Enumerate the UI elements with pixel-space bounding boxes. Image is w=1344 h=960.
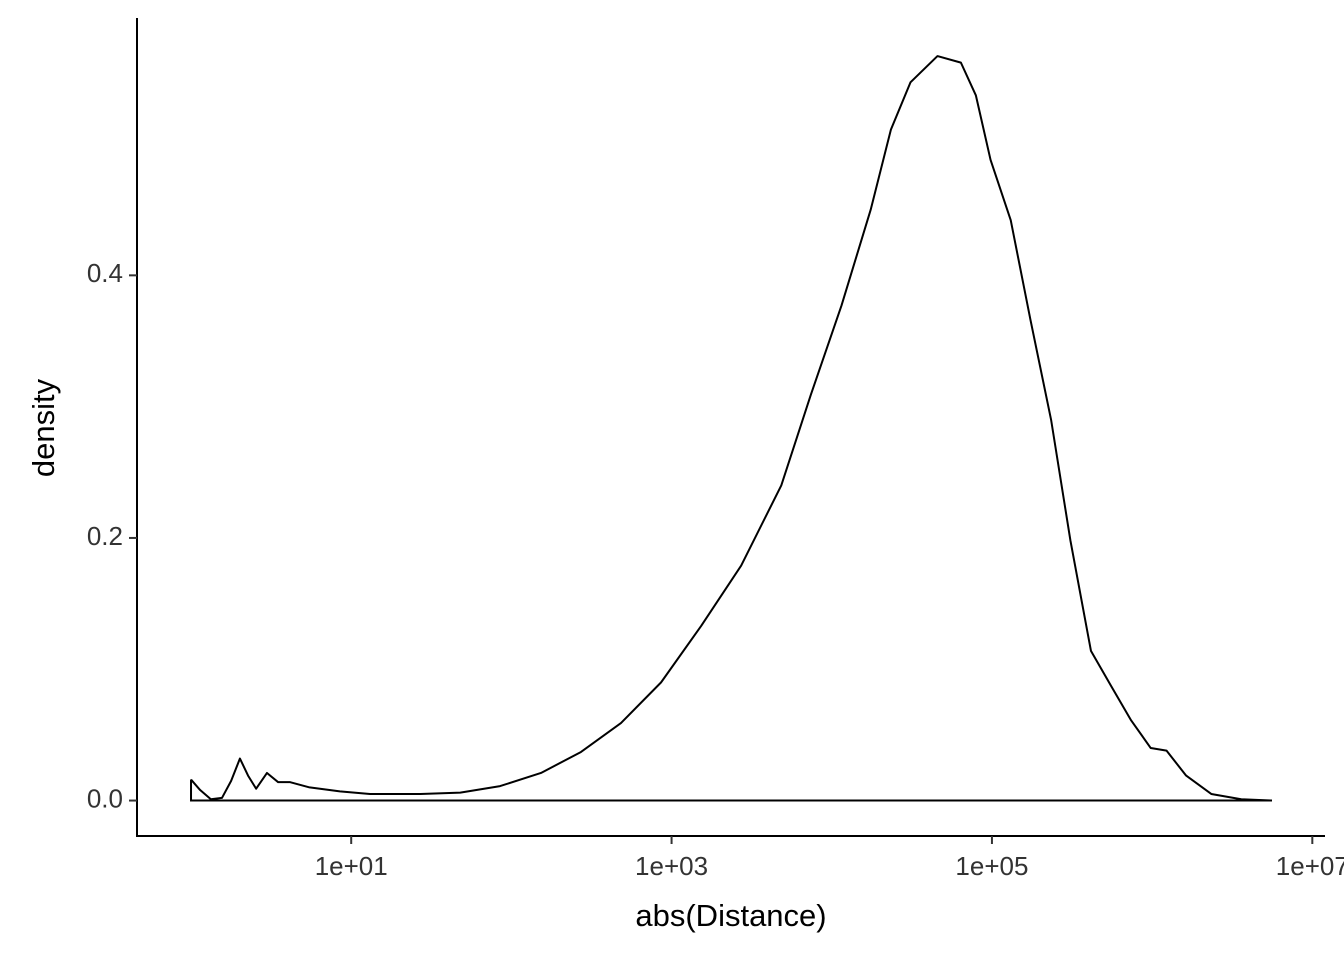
y-tick-label: 0.4	[87, 258, 123, 288]
x-tick-label: 1e+03	[635, 851, 708, 881]
x-axis-title: abs(Distance)	[635, 898, 826, 933]
x-tick-label: 1e+05	[955, 851, 1028, 881]
y-tick-label: 0.2	[87, 521, 123, 551]
x-tick-label: 1e+01	[315, 851, 388, 881]
density-base	[190, 779, 1272, 802]
y-tick-label: 0.0	[87, 783, 123, 813]
x-tick-label: 1e+07	[1276, 851, 1344, 881]
y-axis-title: density	[26, 378, 61, 477]
density-line	[190, 55, 1273, 802]
